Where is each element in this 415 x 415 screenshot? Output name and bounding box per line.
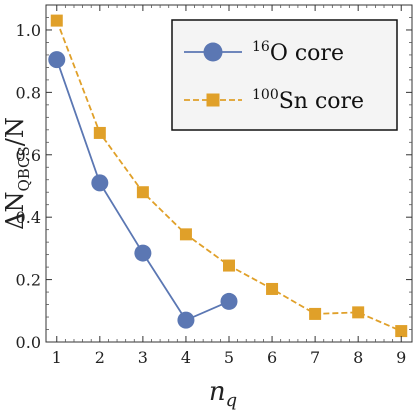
- y-tick-label: 0.0: [16, 333, 41, 352]
- data-point-circle: [220, 292, 238, 310]
- data-point-circle: [91, 174, 109, 192]
- y-tick-label: 1.0: [16, 21, 41, 40]
- legend-label-text: O core: [270, 41, 344, 66]
- data-point-square: [223, 259, 235, 272]
- y-axis-title-subscript: QBCS: [15, 146, 33, 191]
- x-tick-label: 8: [353, 348, 363, 367]
- x-tick-label: 1: [52, 348, 62, 367]
- x-tick-label: 4: [181, 348, 191, 367]
- data-point-square: [50, 14, 63, 27]
- data-point-circle: [134, 244, 152, 262]
- x-tick-label: 7: [310, 348, 320, 367]
- data-point-square: [266, 282, 279, 295]
- data-point-square: [136, 186, 149, 199]
- y-tick-label: 0.4: [16, 208, 41, 227]
- data-point-square: [309, 307, 322, 320]
- legend-label-0: 16O core: [252, 39, 344, 66]
- x-axis-title-subscript: q: [226, 390, 238, 411]
- data-point-square: [179, 228, 192, 241]
- legend-marker-square: [206, 93, 220, 107]
- y-tick-label: 0.8: [16, 83, 41, 102]
- y-axis-title-tail: /N: [1, 117, 29, 146]
- x-tick-label: 6: [267, 348, 277, 367]
- x-tick-label: 3: [138, 348, 148, 367]
- legend-label-text: Sn core: [279, 89, 364, 114]
- data-point-square: [352, 306, 365, 319]
- x-tick-label: 5: [224, 348, 234, 367]
- data-point-square: [395, 325, 408, 338]
- x-tick-label: 2: [95, 348, 105, 367]
- x-tick-label: 9: [396, 348, 406, 367]
- y-tick-label: 0.6: [16, 146, 41, 165]
- legend-label-1: 100Sn core: [252, 87, 364, 114]
- data-point-circle: [48, 51, 66, 69]
- legend-label-superscript: 16: [252, 39, 270, 55]
- data-point-circle: [177, 311, 195, 329]
- legend-box: [171, 19, 398, 131]
- legend-marker-circle: [203, 42, 223, 62]
- y-axis-title: ΔNQBCS/N: [1, 117, 33, 230]
- y-axis-title-main: ΔN: [1, 192, 29, 230]
- legend-label-superscript: 100: [252, 87, 279, 103]
- x-axis-title: nq: [209, 377, 237, 411]
- x-axis-title-main: n: [209, 377, 226, 407]
- y-tick-label: 0.2: [16, 271, 41, 290]
- data-point-square: [93, 126, 106, 139]
